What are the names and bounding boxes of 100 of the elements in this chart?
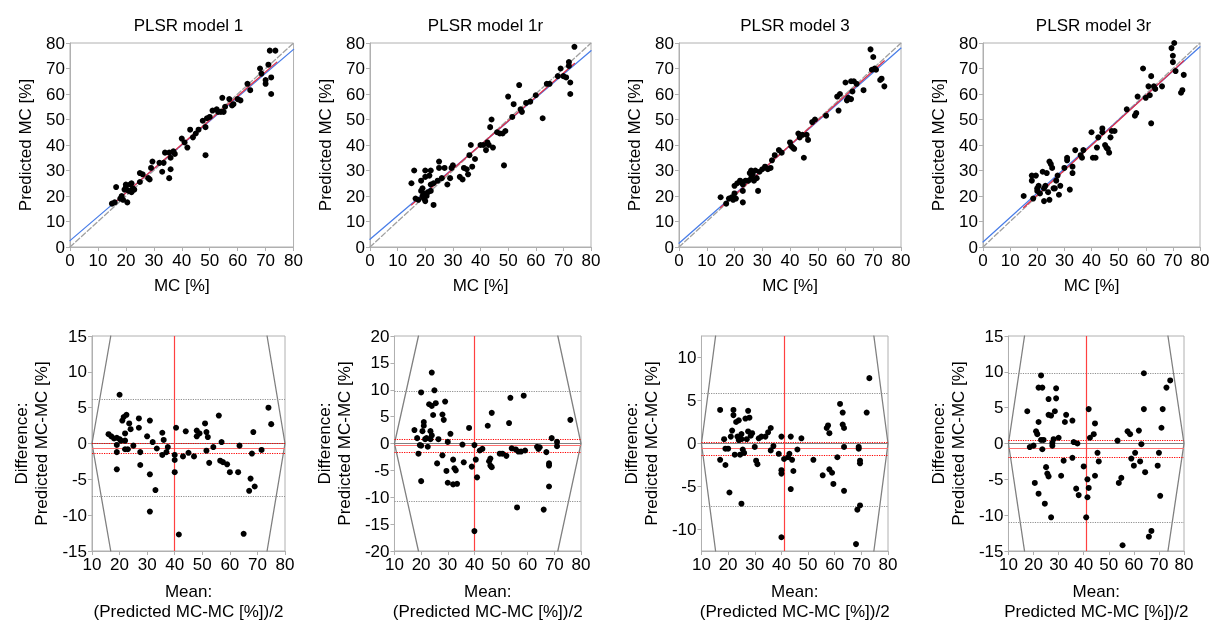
x-tick-label: 30 (1049, 555, 1069, 574)
x-tick-label: 40 (1074, 555, 1094, 574)
x-tick-label: 20 (116, 251, 136, 270)
y-tick-label: 80 (959, 33, 978, 53)
x-tick-label: 40 (172, 251, 192, 270)
y-axis-title: Difference: Predicted MC-MC [%] (314, 361, 354, 526)
y-tick-label: 0 (968, 237, 978, 257)
x-axis-title: Mean: Predicted MC-MC [%])/2 (1004, 581, 1189, 621)
y-tick-label: 20 (370, 326, 390, 346)
x-tick-label: 30 (137, 555, 157, 574)
x-tick-label: 60 (836, 251, 855, 270)
y-tick-label: 30 (655, 161, 674, 180)
y-tick-label: 20 (46, 186, 65, 206)
y-tick-label: 0 (355, 237, 365, 257)
x-tick-label: 80 (891, 251, 911, 270)
y-tick-label: 40 (346, 135, 365, 155)
x-tick-label: 80 (1174, 555, 1194, 574)
chart-title: PLSR model 3 (740, 16, 850, 35)
y-tick-label: 80 (46, 33, 65, 53)
y-tick-label: 40 (655, 135, 674, 155)
y-tick-label: -10 (671, 520, 697, 539)
x-tick-label: 50 (192, 555, 212, 574)
y-tick-label: -10 (978, 505, 1004, 525)
x-tick-label: 40 (780, 251, 800, 270)
x-tick-label: 20 (110, 555, 130, 574)
y-tick-label: 0 (380, 434, 390, 453)
x-tick-label: 70 (553, 251, 573, 270)
chart-title: PLSR model 1r (427, 16, 544, 35)
x-axis-title: Mean: (Predicted MC-MC [%])/2 (699, 581, 890, 621)
y-axis-title: Difference: Predicted MC-MC [%] (621, 361, 661, 526)
y-tick-label: 10 (959, 212, 978, 231)
y-tick-label: 70 (959, 59, 978, 78)
y-tick-label: 10 (68, 362, 87, 382)
y-tick-label: 80 (655, 33, 674, 53)
x-tick-label: 40 (1082, 251, 1101, 270)
y-tick-label: 30 (346, 161, 365, 180)
y-axis-title: Predicted MC [%] (624, 78, 644, 212)
y-tick-label: 50 (346, 110, 365, 129)
y-tick-label: 0 (664, 237, 674, 257)
x-tick-label: 40 (471, 251, 490, 270)
y-tick-label: 50 (655, 110, 674, 129)
x-tick-label: 20 (725, 251, 744, 270)
y-tick-label: 30 (46, 161, 65, 180)
y-tick-label: -5 (988, 469, 1004, 489)
y-tick-label: 0 (994, 434, 1004, 453)
x-tick-label: 30 (1054, 251, 1074, 270)
y-tick-label: 40 (959, 135, 978, 155)
x-tick-label: 50 (491, 555, 511, 574)
y-axis-title: Predicted MC [%] (928, 78, 948, 212)
y-tick-label: 60 (959, 84, 978, 104)
x-tick-label: 50 (1099, 555, 1119, 574)
x-tick-label: 30 (443, 251, 463, 270)
x-tick-label: 20 (718, 555, 738, 574)
y-axis-title: Difference: Predicted MC-MC [%] (12, 361, 52, 526)
y-tick-label: 30 (959, 161, 978, 180)
x-tick-label: 80 (275, 555, 295, 574)
y-tick-label: 50 (46, 110, 65, 129)
y-tick-label: 80 (346, 33, 365, 53)
y-tick-label: 5 (994, 398, 1004, 418)
x-tick-label: 60 (825, 555, 845, 574)
y-tick-label: -10 (364, 487, 390, 507)
x-tick-label: 50 (1109, 251, 1129, 270)
y-tick-label: 10 (370, 380, 390, 400)
x-tick-label: 70 (851, 555, 871, 574)
x-tick-label: 60 (526, 251, 546, 270)
y-tick-label: 70 (46, 59, 65, 78)
x-tick-label: 70 (256, 251, 276, 270)
x-tick-label: 60 (518, 555, 538, 574)
x-tick-label: 50 (498, 251, 518, 270)
y-tick-label: 70 (346, 59, 365, 78)
x-tick-label: 80 (1190, 251, 1210, 270)
x-tick-label: 80 (878, 555, 898, 574)
y-axis-title: Predicted MC [%] (15, 78, 35, 212)
y-tick-label: 60 (346, 84, 365, 104)
y-tick-label: 50 (959, 110, 978, 129)
y-tick-label: 15 (370, 353, 390, 373)
x-tick-label: 20 (415, 251, 435, 270)
y-tick-label: -10 (62, 505, 87, 525)
x-tick-label: 30 (438, 555, 458, 574)
x-tick-label: 70 (247, 555, 267, 574)
y-tick-label: 10 (46, 212, 65, 231)
y-tick-label: 15 (984, 326, 1004, 346)
x-axis-title: Mean: (Predicted MC-MC [%])/2 (392, 581, 583, 621)
y-tick-label: 10 (346, 212, 365, 231)
y-tick-label: 5 (380, 407, 390, 427)
x-tick-label: 50 (200, 251, 220, 270)
x-tick-label: 80 (284, 251, 304, 270)
x-axis-title: MC [%] (1063, 275, 1120, 295)
x-axis-title: MC [%] (762, 275, 818, 295)
y-tick-label: 70 (655, 59, 674, 78)
y-tick-label: -5 (374, 460, 390, 480)
y-tick-label: 15 (68, 326, 87, 346)
chart-title: PLSR model 3r (1035, 16, 1152, 35)
y-tick-label: 40 (46, 135, 65, 155)
x-axis-title: MC [%] (153, 275, 210, 295)
y-tick-label: 20 (959, 186, 978, 206)
x-axis-title: MC [%] (452, 275, 509, 295)
y-tick-label: -5 (681, 477, 697, 496)
x-tick-label: 50 (808, 251, 828, 270)
x-tick-label: 20 (1024, 555, 1044, 574)
